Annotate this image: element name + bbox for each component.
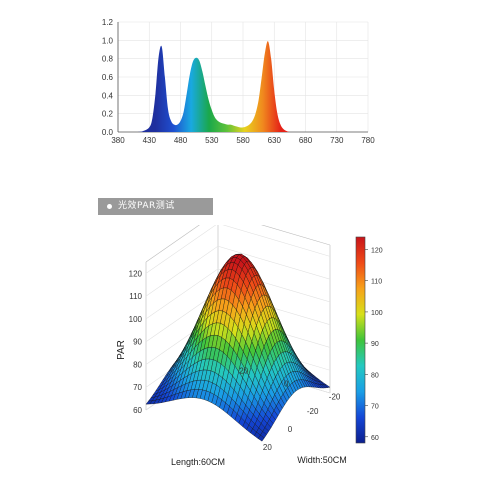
spectrum-x-tick-label: 630 (268, 136, 282, 145)
par-width-tick-label: 20 (239, 366, 248, 375)
par-z-tick-label: 120 (129, 269, 143, 278)
spectrum-area (136, 41, 312, 132)
par-colorbar-tick-label: 90 (371, 341, 379, 348)
par-length-tick-label: 0 (288, 425, 293, 434)
spectrum-x-tick-label: 530 (205, 136, 219, 145)
spectrum-x-tick-label: 680 (299, 136, 313, 145)
par-surface-cell (257, 434, 265, 442)
spectrum-y-tick-label: 0.2 (102, 110, 114, 119)
par-colorbar-tick-label: 120 (371, 247, 383, 254)
par-z-tick-label: 80 (133, 360, 142, 369)
spectrum-y-tick-label: 0.4 (102, 91, 114, 100)
par-surface (145, 253, 331, 442)
spectrum-x-tick-label: 780 (361, 136, 375, 145)
spectrum-y-tick-label: 0.8 (102, 55, 114, 64)
bullet-icon (107, 204, 112, 209)
par-z-tick-label: 100 (129, 315, 143, 324)
spectrum-x-tick-label: 480 (174, 136, 188, 145)
par-width-tick-label: 0 (284, 380, 289, 389)
par-z-tick-label: 60 (133, 406, 142, 415)
par-z-tick-label: 70 (133, 383, 142, 392)
spectrum-y-tick-label: 1.0 (102, 36, 114, 45)
spectrum-x-tick-label: 380 (111, 136, 125, 145)
par-axis-label-width: Width:50CM (297, 455, 347, 465)
spectrum-y-tick-label: 0.0 (102, 128, 114, 137)
par-colorbar-tick-label: 100 (371, 310, 383, 317)
par-gridline-z (145, 225, 331, 274)
spectrum-tick-labels: 380 430 480 530 580 630 680 730 780 0.0 0.2 0.4 0.6 0… (102, 18, 375, 145)
par-length-tick-label: -20 (307, 407, 319, 416)
spectrum-y-tick-label: 0.6 (102, 73, 114, 82)
par-gridline-z (145, 268, 331, 320)
spectrum-x-tick-label: 580 (236, 136, 250, 145)
spectrum-y-tick-label: 1.2 (102, 18, 114, 27)
section-banner: 光效PAR测试 (98, 198, 213, 215)
par-width-tick-label: -20 (329, 393, 341, 402)
spectrum-x-tick-label: 430 (143, 136, 157, 145)
par-colorbar-tick-label: 60 (371, 435, 379, 442)
par-box-edge (145, 225, 200, 263)
par-colorbar: 60 70 80 90 100 110 120 (355, 236, 383, 444)
par-z-tick-label: 90 (133, 338, 142, 347)
par-tick-labels: 60 70 80 90 100 110 120 20 0 -20 -20 0 20 (129, 269, 341, 452)
par-gridline-z (145, 245, 331, 297)
par-length-tick-label: 20 (263, 443, 272, 452)
par-colorbar-tick-label: 80 (371, 372, 379, 379)
par-box-edge (261, 225, 331, 246)
par-axis-label-length: Length:60CM (171, 457, 225, 467)
par-axis-label-z: PAR (116, 340, 127, 360)
spectrum-x-tick-label: 730 (330, 136, 344, 145)
par-surface-chart: 60 70 80 90 100 110 120 20 0 -20 -20 0 20 PAR Length… (116, 225, 383, 467)
spectrum-chart: 380 430 480 530 580 630 680 730 780 0.0 0.2 0.4 0.6 0… (102, 18, 375, 145)
par-z-tick-label: 110 (129, 292, 142, 301)
section-banner-text: 光效PAR测试 (118, 201, 175, 211)
par-colorbar-tick-label: 70 (371, 404, 379, 411)
par-colorbar-tick-label: 110 (371, 279, 382, 286)
par-colorbar-bar (355, 236, 366, 444)
